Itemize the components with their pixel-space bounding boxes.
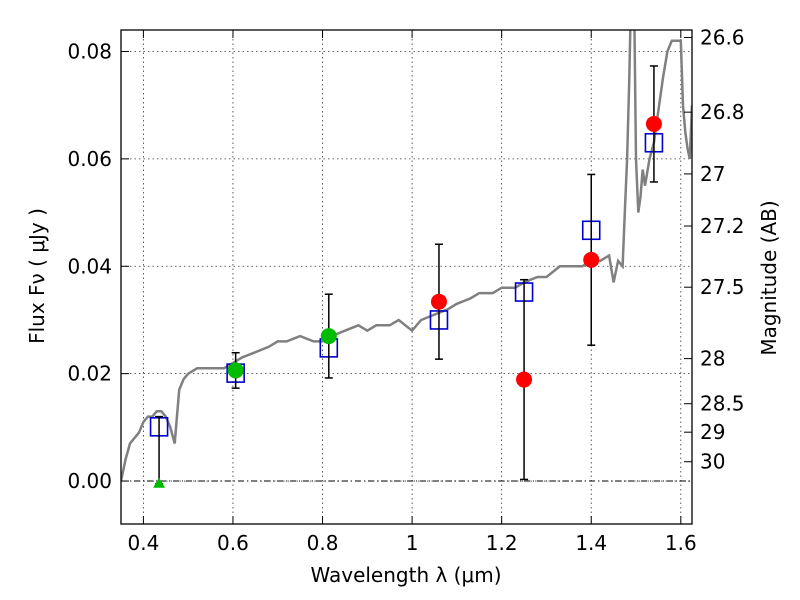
circle-marker	[645, 115, 662, 132]
y-tick-label: 0.04	[67, 254, 112, 278]
circle-marker	[516, 371, 533, 388]
x-tick-label: 0.8	[307, 531, 339, 555]
magnitude-tick-label: 28	[700, 347, 725, 371]
axis-layer: 0.4 0.6 0.8 1 1.2 1.4 1.6 0.00 0.02 0.04 0.06 0.08 2…	[67, 26, 744, 555]
plot-frame	[120, 29, 693, 525]
circle-marker	[583, 251, 600, 268]
magnitude-tick-label: 27	[700, 162, 725, 186]
marker-layer	[149, 65, 664, 488]
magnitude-tick-label: 29	[700, 420, 725, 444]
magnitude-axis-title: Magnitude (AB)	[757, 200, 781, 355]
triangle-marker	[153, 477, 166, 488]
x-axis-title: Wavelength λ (μm)	[310, 563, 501, 587]
y-axis-title: Flux Fν ( μJy )	[25, 208, 49, 344]
spectrum-line	[121, 30, 692, 482]
magnitude-tick-label: 26.8	[700, 100, 745, 124]
magnitude-tick-label: 30	[700, 450, 725, 474]
circle-marker	[320, 328, 337, 345]
circle-marker	[227, 362, 244, 379]
x-tick-label: 1	[406, 531, 419, 555]
y-tick-label: 0.06	[67, 147, 112, 171]
magnitude-tick-label: 27.2	[700, 214, 745, 238]
x-tick-label: 1.6	[665, 531, 697, 555]
spectrum-layer	[121, 30, 692, 482]
x-tick-label: 0.6	[217, 531, 249, 555]
x-tick-label: 1.4	[575, 531, 607, 555]
x-tick-label: 0.4	[127, 531, 159, 555]
x-tick-label: 1.2	[486, 531, 518, 555]
magnitude-tick-label: 27.5	[700, 275, 745, 299]
y-tick-label: 0.08	[67, 39, 112, 63]
magnitude-tick-label: 26.6	[700, 26, 745, 50]
y-tick-label: 0.02	[67, 362, 112, 386]
magnitude-tick-label: 28.5	[700, 392, 745, 416]
grid-layer	[121, 30, 692, 524]
y-tick-label: 0.00	[67, 469, 112, 493]
circle-marker	[430, 293, 447, 310]
